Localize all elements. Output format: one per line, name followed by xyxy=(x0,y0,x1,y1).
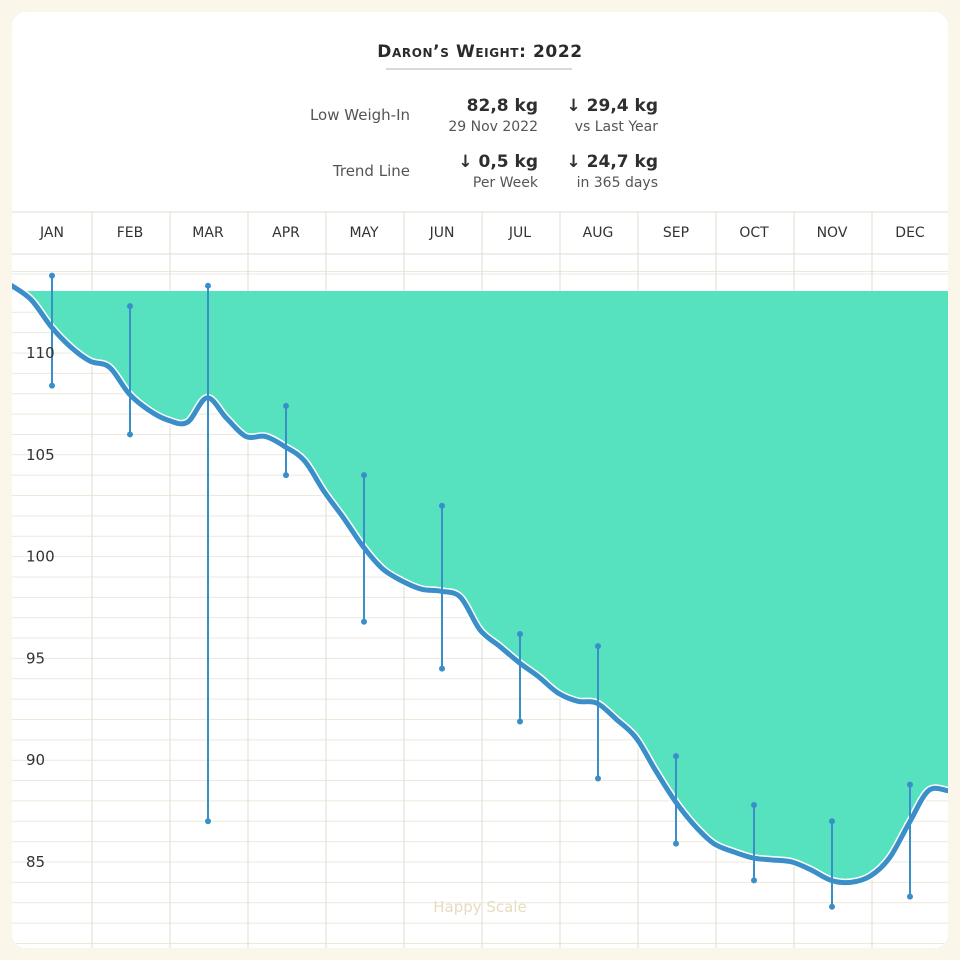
y-tick-label: 90 xyxy=(26,751,45,769)
month-low-point xyxy=(49,382,55,389)
month-label: MAR xyxy=(192,225,224,241)
month-high-point xyxy=(361,472,367,479)
month-high-point xyxy=(439,502,445,509)
app-watermark: Happy Scale xyxy=(433,898,527,916)
month-label: JUN xyxy=(429,225,455,241)
month-label: MAY xyxy=(349,225,379,241)
trend-line-label: Trend Line xyxy=(332,162,410,180)
month-low-point xyxy=(361,618,367,625)
month-low-point xyxy=(829,903,835,910)
low-weigh-in-value: 82,8 kg xyxy=(466,96,538,116)
trend-line xyxy=(12,283,948,886)
month-high-point xyxy=(517,630,523,637)
month-high-point xyxy=(829,818,835,825)
month-high-point xyxy=(751,801,757,808)
trend-rate-value: ↓ 0,5 kg xyxy=(458,152,538,172)
low-weigh-in-label: Low Weigh-In xyxy=(309,106,410,124)
month-label: OCT xyxy=(739,225,769,241)
month-low-point xyxy=(205,818,211,825)
month-label: DEC xyxy=(895,225,925,241)
trend-change-caption: in 365 days xyxy=(576,175,658,191)
month-low-point xyxy=(907,893,913,900)
month-high-point xyxy=(673,753,679,760)
y-tick-label: 110 xyxy=(26,344,55,362)
month-label: AUG xyxy=(583,225,614,241)
title-underline xyxy=(386,68,572,70)
month-label: JUL xyxy=(508,225,531,241)
chart-card: Daron’s Weight: 2022 Low Weigh-In 82,8 k… xyxy=(12,12,948,948)
month-low-point xyxy=(127,431,133,438)
month-low-point xyxy=(751,877,757,884)
month-label: APR xyxy=(272,225,300,241)
month-high-point xyxy=(907,781,913,788)
month-high-point xyxy=(283,402,289,409)
month-high-point xyxy=(595,643,601,650)
month-low-point xyxy=(595,775,601,782)
month-label: FEB xyxy=(117,225,144,241)
y-tick-label: 85 xyxy=(26,853,45,871)
weight-chart: JAN FEB MAR APR MAY JUN JUL AUG SEP OCT NOV DEC 85 90… xyxy=(12,211,948,948)
trend-rate-caption: Per Week xyxy=(472,175,538,191)
month-label: NOV xyxy=(817,225,848,241)
weight-area-fill xyxy=(12,285,948,883)
y-tick-label: 100 xyxy=(26,548,55,566)
y-tick-label: 105 xyxy=(26,446,55,464)
chart-title: Daron’s Weight: 2022 xyxy=(377,42,583,62)
month-label: JAN xyxy=(39,225,64,241)
year-change-caption: vs Last Year xyxy=(574,119,658,135)
low-weigh-in-date: 29 Nov 2022 xyxy=(448,119,538,135)
month-high-point xyxy=(127,303,133,310)
month-label: SEP xyxy=(663,225,689,241)
month-low-point xyxy=(283,472,289,479)
month-low-point xyxy=(673,840,679,847)
month-high-point xyxy=(205,282,211,289)
month-high-point xyxy=(49,272,55,279)
trend-change-value: ↓ 24,7 kg xyxy=(566,152,659,172)
month-low-point xyxy=(517,718,523,725)
year-change-value: ↓ 29,4 kg xyxy=(566,96,659,116)
y-tick-label: 95 xyxy=(26,649,45,667)
month-low-point xyxy=(439,665,445,672)
